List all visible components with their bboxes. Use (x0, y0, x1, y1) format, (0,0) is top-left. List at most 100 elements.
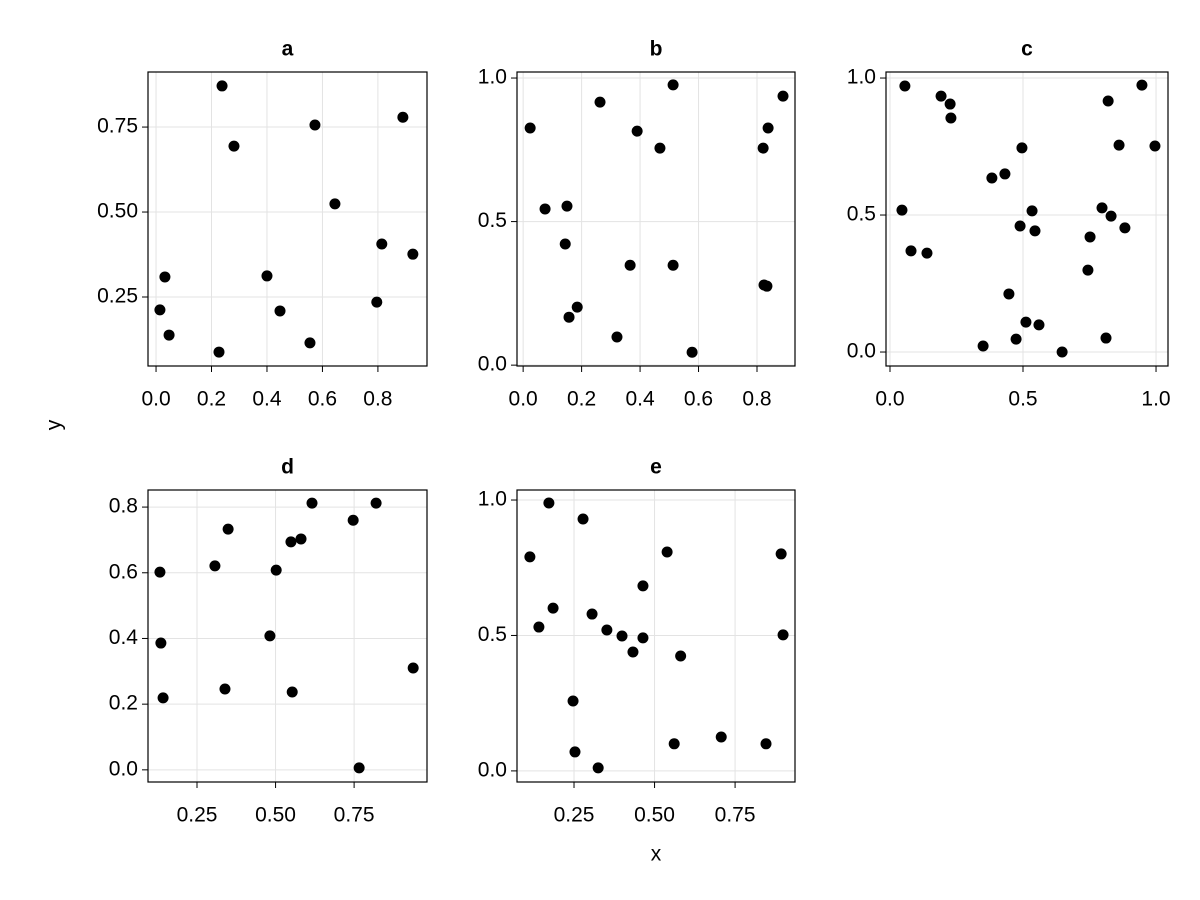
point (559, 238, 571, 250)
point (407, 248, 419, 260)
point (370, 497, 382, 509)
y-tick-label: 0.75 (97, 115, 138, 138)
x-tick-label: 0.8 (363, 388, 392, 411)
point (270, 564, 282, 576)
point (1096, 202, 1108, 214)
point (1113, 139, 1125, 151)
point (543, 497, 555, 509)
point (261, 270, 273, 282)
point (624, 259, 636, 271)
point (775, 548, 787, 560)
y-tick-label: 1.0 (478, 488, 507, 511)
panel-title: e (650, 456, 662, 479)
point (397, 111, 409, 123)
point (1056, 346, 1068, 358)
y-tick-label: 1.0 (478, 66, 507, 89)
point (407, 662, 419, 674)
point (944, 98, 956, 110)
point (1136, 79, 1148, 91)
point (306, 497, 318, 509)
x-tick-label: 0.2 (567, 388, 596, 411)
point (264, 630, 276, 642)
point (1020, 316, 1032, 328)
y-tick-label: 0.2 (109, 692, 138, 715)
point (637, 632, 649, 644)
point (547, 602, 559, 614)
point (977, 340, 989, 352)
point (899, 80, 911, 92)
point (524, 122, 536, 134)
point (309, 119, 321, 131)
point (1149, 140, 1161, 152)
point (353, 762, 365, 774)
point (571, 301, 583, 313)
point (285, 536, 297, 548)
y-tick-label: 0.6 (109, 560, 138, 583)
point (533, 621, 545, 633)
point (661, 546, 673, 558)
point (592, 762, 604, 774)
y-tick-label: 0.0 (847, 340, 876, 363)
point (304, 337, 316, 349)
point (777, 629, 789, 641)
point (157, 692, 169, 704)
point (219, 683, 231, 695)
y-tick-label: 0.5 (478, 209, 507, 232)
point (631, 125, 643, 137)
y-tick-label: 0.4 (109, 626, 139, 649)
y-tick-label: 0.8 (109, 495, 138, 518)
x-tick-label: 0.4 (625, 388, 655, 411)
point (1003, 288, 1015, 300)
y-tick-label: 0.5 (478, 623, 507, 646)
x-tick-label: 0.75 (715, 804, 756, 827)
point (371, 296, 383, 308)
point (761, 280, 773, 292)
panel-title: b (650, 38, 663, 61)
y-tick-label: 0.0 (478, 758, 507, 781)
x-tick-label: 0.6 (308, 388, 337, 411)
y-tick-label: 0.50 (97, 200, 138, 223)
point (1102, 95, 1114, 107)
point (154, 566, 166, 578)
point (627, 646, 639, 658)
x-tick-label: 0.75 (334, 804, 375, 827)
point (986, 172, 998, 184)
point (216, 80, 228, 92)
plot-frame (516, 71, 796, 367)
point (563, 311, 575, 323)
point (586, 608, 598, 620)
x-tick-label: 0.4 (252, 388, 282, 411)
point (1029, 225, 1041, 237)
panel-title: a (282, 38, 294, 61)
y-tick-label: 0.0 (478, 353, 507, 376)
x-tick-label: 0.2 (197, 388, 226, 411)
point (945, 112, 957, 124)
x-tick-label: 0.5 (1008, 388, 1037, 411)
point (155, 637, 167, 649)
point (762, 122, 774, 134)
point (286, 686, 298, 698)
point (228, 140, 240, 152)
plot-frame (147, 71, 428, 367)
point (668, 738, 680, 750)
y-tick-label: 0.5 (847, 203, 876, 226)
point (524, 551, 536, 563)
point (1084, 231, 1096, 243)
panel-title: c (1021, 38, 1033, 61)
x-axis-label: x (651, 843, 662, 866)
panel-title: d (281, 456, 294, 479)
x-tick-label: 0.25 (177, 804, 218, 827)
point (1016, 142, 1028, 154)
point (1082, 264, 1094, 276)
point (675, 650, 687, 662)
point (1014, 220, 1026, 232)
plot-frame (885, 71, 1169, 367)
y-tick-label: 0.0 (109, 757, 138, 780)
point (154, 304, 166, 316)
point (667, 259, 679, 271)
point (569, 746, 581, 758)
point (274, 305, 286, 317)
x-tick-label: 1.0 (1141, 388, 1170, 411)
point (213, 346, 225, 358)
